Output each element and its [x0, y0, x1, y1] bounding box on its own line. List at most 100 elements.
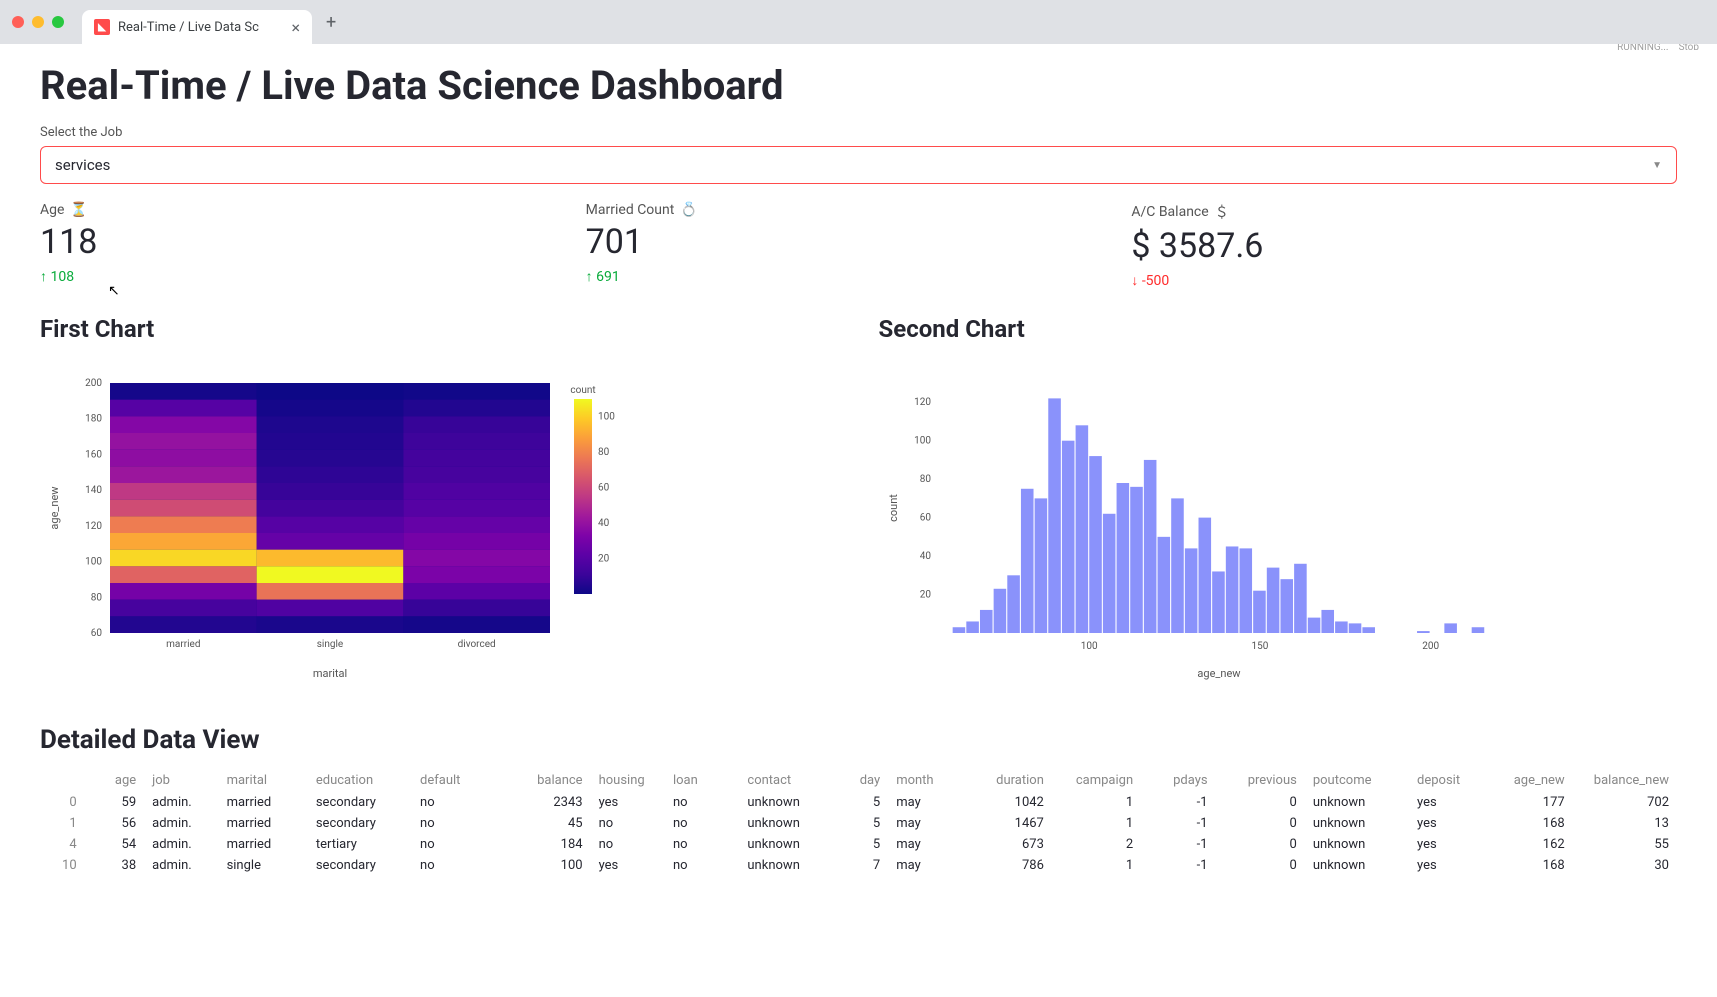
table-cell: 5	[829, 813, 889, 834]
table-cell: 2343	[501, 792, 590, 813]
table-header[interactable]: contact	[739, 769, 828, 792]
tab-close-icon[interactable]: ×	[291, 18, 300, 37]
table-cell: yes	[591, 792, 665, 813]
svg-text:100: 100	[914, 436, 931, 447]
table-cell: 2	[1052, 834, 1141, 855]
table-cell: 702	[1573, 792, 1677, 813]
svg-text:100: 100	[1080, 641, 1097, 652]
table-header[interactable]: age_new	[1483, 769, 1572, 792]
table-cell: secondary	[308, 813, 412, 834]
table-cell: yes	[1409, 792, 1483, 813]
svg-text:100: 100	[85, 557, 102, 568]
table-cell: 1	[40, 813, 85, 834]
maximize-window-button[interactable]	[52, 16, 64, 28]
table-cell: 162	[1483, 834, 1572, 855]
table-header[interactable]: education	[308, 769, 412, 792]
table-header[interactable]: loan	[665, 769, 739, 792]
svg-text:60: 60	[91, 628, 103, 639]
metric-label: Married Count 💍	[586, 202, 1132, 218]
table-header[interactable]: poutcome	[1305, 769, 1409, 792]
table-header[interactable]: housing	[591, 769, 665, 792]
table-cell: 45	[501, 813, 590, 834]
table-header[interactable]: campaign	[1052, 769, 1141, 792]
table-header[interactable]: duration	[963, 769, 1052, 792]
chart2-histogram: 20406080100120100150200age_newcount	[879, 363, 1678, 683]
table-header[interactable]: age	[85, 769, 145, 792]
table-header[interactable]: marital	[219, 769, 308, 792]
svg-text:40: 40	[598, 518, 610, 529]
svg-text:180: 180	[85, 414, 102, 425]
svg-text:80: 80	[91, 592, 103, 603]
table-header[interactable]: deposit	[1409, 769, 1483, 792]
table-cell: 0	[1216, 834, 1305, 855]
table-cell: 0	[1216, 813, 1305, 834]
table-row[interactable]: 454admin.marriedtertiaryno184nonounknown…	[40, 834, 1677, 855]
browser-tab[interactable]: ◣ Real-Time / Live Data Sc ×	[82, 10, 312, 44]
table-cell: unknown	[739, 834, 828, 855]
svg-text:200: 200	[85, 378, 102, 389]
browser-tab-bar: ◣ Real-Time / Live Data Sc × +	[0, 0, 1717, 44]
table-cell: single	[219, 855, 308, 876]
table-header[interactable]: month	[888, 769, 962, 792]
new-tab-button[interactable]: +	[326, 12, 336, 33]
table-header[interactable]: balance_new	[1573, 769, 1677, 792]
data-table[interactable]: agejobmaritaleducationdefaultbalancehous…	[40, 769, 1677, 876]
table-cell: 7	[829, 855, 889, 876]
metric-icon: 💍	[680, 202, 697, 218]
table-cell: no	[412, 855, 501, 876]
table-header[interactable]	[40, 769, 85, 792]
table-cell: 1	[1052, 855, 1141, 876]
table-cell: may	[888, 834, 962, 855]
svg-text:single: single	[317, 639, 343, 650]
svg-text:120: 120	[85, 521, 102, 532]
table-cell: 55	[1573, 834, 1677, 855]
table-cell: 786	[963, 855, 1052, 876]
table-cell: may	[888, 792, 962, 813]
table-cell: 673	[963, 834, 1052, 855]
svg-text:20: 20	[598, 554, 610, 565]
svg-text:120: 120	[914, 397, 931, 408]
minimize-window-button[interactable]	[32, 16, 44, 28]
table-cell: unknown	[739, 792, 828, 813]
svg-text:160: 160	[85, 449, 102, 460]
table-cell: no	[412, 834, 501, 855]
svg-text:80: 80	[919, 474, 931, 485]
metric-value: 118	[40, 222, 586, 262]
table-cell: unknown	[1305, 792, 1409, 813]
table-header[interactable]: job	[144, 769, 218, 792]
table-cell: no	[591, 813, 665, 834]
svg-text:count: count	[887, 494, 900, 522]
table-cell: yes	[1409, 834, 1483, 855]
table-cell: yes	[1409, 813, 1483, 834]
job-select[interactable]: services ▼	[40, 146, 1677, 184]
table-cell: unknown	[1305, 834, 1409, 855]
table-cell: married	[219, 813, 308, 834]
table-row[interactable]: 1038admin.singlesecondaryno100yesnounkno…	[40, 855, 1677, 876]
table-header[interactable]: previous	[1216, 769, 1305, 792]
metric-card: A/C Balance ＄$ 3587.6↓ -500	[1131, 202, 1677, 289]
table-cell: admin.	[144, 834, 218, 855]
chart1-heatmap: 6080100120140160180200marriedsingledivor…	[40, 363, 839, 683]
svg-text:count: count	[570, 385, 595, 396]
table-header[interactable]: balance	[501, 769, 590, 792]
metric-label: A/C Balance ＄	[1131, 202, 1677, 222]
stop-button[interactable]: Stop	[1679, 44, 1699, 50]
table-cell: 1	[1052, 813, 1141, 834]
close-window-button[interactable]	[12, 16, 24, 28]
table-cell: 13	[1573, 813, 1677, 834]
table-cell: 59	[85, 792, 145, 813]
table-cell: -1	[1141, 792, 1215, 813]
table-row[interactable]: 156admin.marriedsecondaryno45nonounknown…	[40, 813, 1677, 834]
table-header[interactable]: default	[412, 769, 501, 792]
table-cell: 38	[85, 855, 145, 876]
svg-text:60: 60	[919, 513, 931, 524]
svg-text:marital: marital	[313, 667, 347, 680]
table-title: Detailed Data View	[40, 725, 1677, 755]
table-header[interactable]: pdays	[1141, 769, 1215, 792]
table-cell: 1042	[963, 792, 1052, 813]
table-header[interactable]: day	[829, 769, 889, 792]
svg-text:80: 80	[598, 447, 610, 458]
table-row[interactable]: 059admin.marriedsecondaryno2343yesnounkn…	[40, 792, 1677, 813]
table-cell: 168	[1483, 855, 1572, 876]
metric-delta: ↑ 691	[586, 268, 1132, 285]
